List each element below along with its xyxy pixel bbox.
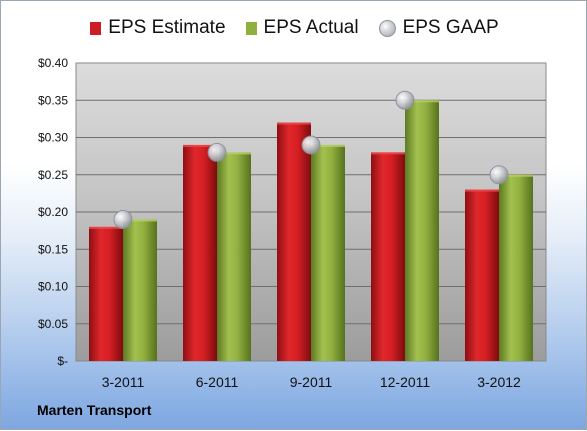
legend-label-eps-actual: EPS Actual xyxy=(263,17,359,38)
y-tick-label: $0.15 xyxy=(38,242,68,256)
bar-eps-actual xyxy=(123,219,157,361)
y-tick-label: $0.20 xyxy=(38,205,68,219)
legend-item-eps-actual: EPS Actual xyxy=(245,17,359,39)
bar-eps-estimate-cap xyxy=(89,226,123,229)
bar-eps-actual xyxy=(217,152,251,361)
marker-eps-gaap xyxy=(489,165,509,185)
legend: EPS Estimate EPS Actual EPS GAAP xyxy=(1,17,587,39)
bar-eps-estimate xyxy=(465,189,499,361)
marker-eps-gaap xyxy=(113,209,133,229)
legend-label-eps-estimate: EPS Estimate xyxy=(108,17,226,38)
y-tick-label: $0.40 xyxy=(38,56,68,70)
company-name: Marten Transport xyxy=(37,402,152,418)
bar-eps-estimate-cap xyxy=(183,144,217,147)
bar-eps-estimate-cap xyxy=(465,189,499,192)
y-tick-label: $0.35 xyxy=(38,93,68,107)
legend-item-eps-gaap: EPS GAAP xyxy=(378,17,499,39)
marker-eps-gaap xyxy=(395,90,415,110)
bar-eps-estimate xyxy=(89,226,123,361)
bar-eps-actual xyxy=(499,174,533,361)
x-tick-label: 3-2011 xyxy=(102,374,145,390)
legend-item-eps-estimate: EPS Estimate xyxy=(90,17,226,39)
bar-eps-actual-cap xyxy=(405,100,439,103)
legend-label-eps-gaap: EPS GAAP xyxy=(402,17,499,38)
bar-eps-estimate-cap xyxy=(371,152,405,155)
marker-eps-gaap xyxy=(207,142,227,162)
bar-eps-actual-cap xyxy=(217,152,251,155)
bar-eps-estimate xyxy=(277,122,311,361)
legend-swatch-green xyxy=(245,21,257,35)
y-tick-label: $0.05 xyxy=(38,317,68,331)
x-tick-label: 3-2012 xyxy=(477,374,521,390)
y-tick-label: $0.30 xyxy=(38,131,68,145)
bar-eps-actual-cap xyxy=(499,174,533,177)
bar-eps-actual-cap xyxy=(311,144,345,147)
bar-eps-estimate xyxy=(183,144,217,361)
x-tick-label: 9-2011 xyxy=(290,374,333,390)
y-tick-label: $- xyxy=(57,354,68,368)
bar-eps-actual-cap xyxy=(123,219,157,222)
bar-eps-actual xyxy=(311,144,345,361)
bar-eps-estimate xyxy=(371,152,405,361)
bar-eps-actual xyxy=(405,100,439,361)
legend-swatch-gaap-ball xyxy=(378,19,396,37)
legend-swatch-red xyxy=(90,21,102,35)
x-tick-label: 6-2011 xyxy=(196,374,239,390)
bar-eps-estimate-cap xyxy=(277,122,311,125)
marker-eps-gaap xyxy=(301,135,321,155)
y-tick-label: $0.10 xyxy=(38,280,68,294)
x-tick-label: 12-2011 xyxy=(380,374,431,390)
y-tick-label: $0.25 xyxy=(38,168,68,182)
